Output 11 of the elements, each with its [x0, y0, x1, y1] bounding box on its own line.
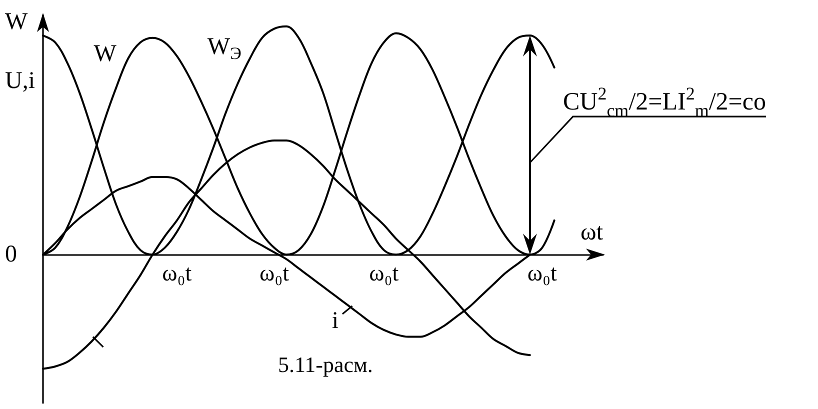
text: W U,i [5, 9, 35, 94]
legend-label: i [332, 308, 339, 334]
x-tick-label: ω₀t [162, 260, 192, 286]
x-tick-label: ω₀t [369, 260, 400, 286]
x-tick-label: ω₀t [260, 260, 290, 286]
text: 0 [5, 242, 17, 268]
series-label: W$_{Э}$ [207, 34, 242, 64]
x-tick-label: ω₀t [527, 260, 558, 286]
annotation: 5.11-расм. [278, 352, 373, 377]
x-axis-title: ωt [580, 220, 604, 246]
series-label: W [94, 40, 117, 67]
